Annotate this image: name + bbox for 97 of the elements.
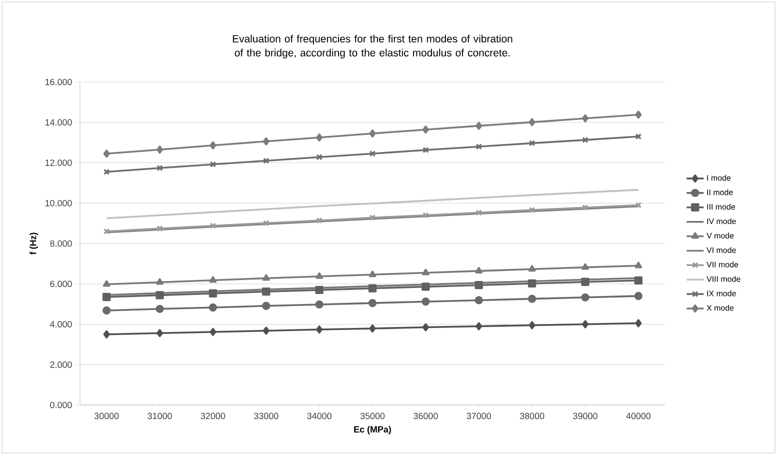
point bbox=[422, 126, 429, 134]
point bbox=[528, 140, 536, 146]
point bbox=[581, 278, 590, 286]
point bbox=[476, 322, 482, 330]
point bbox=[581, 293, 590, 302]
point bbox=[315, 286, 324, 294]
point bbox=[156, 291, 164, 300]
point bbox=[369, 324, 376, 333]
point bbox=[635, 319, 642, 328]
point bbox=[422, 212, 429, 218]
point bbox=[156, 146, 164, 154]
point bbox=[475, 266, 483, 274]
y-tick-label: 12.000 bbox=[45, 160, 72, 166]
y-tick-label: 14.000 bbox=[45, 119, 72, 126]
point bbox=[316, 272, 323, 279]
point bbox=[476, 209, 482, 216]
point bbox=[262, 274, 270, 281]
point bbox=[369, 214, 376, 221]
x-tick-label: 33000 bbox=[254, 412, 278, 420]
x-tick-label: 34000 bbox=[307, 412, 332, 420]
point bbox=[528, 279, 536, 288]
point bbox=[156, 164, 163, 172]
x-tick-label: 38000 bbox=[520, 412, 544, 420]
y-tick-label: 10.000 bbox=[45, 200, 72, 206]
point bbox=[102, 292, 111, 302]
line-series bbox=[106, 188, 640, 220]
y-tick-label: 8.000 bbox=[50, 240, 72, 247]
y-tick-label: 6.000 bbox=[50, 280, 72, 288]
point bbox=[528, 265, 536, 272]
x-tick-label: 30000 bbox=[94, 412, 119, 420]
point bbox=[156, 278, 164, 285]
point bbox=[102, 306, 111, 315]
point bbox=[476, 122, 482, 130]
point bbox=[582, 136, 588, 144]
point bbox=[422, 146, 429, 154]
point bbox=[528, 206, 536, 214]
point bbox=[262, 326, 270, 335]
point bbox=[316, 133, 323, 142]
y-tick-label: 16.000 bbox=[45, 78, 72, 86]
x-tick-label: 32000 bbox=[200, 412, 226, 420]
x-tick-label: 39000 bbox=[573, 412, 598, 420]
point bbox=[369, 129, 376, 138]
point bbox=[635, 110, 642, 119]
point bbox=[316, 154, 322, 160]
point bbox=[209, 276, 217, 283]
point bbox=[156, 304, 164, 313]
point bbox=[262, 158, 270, 164]
point bbox=[102, 280, 110, 287]
point bbox=[103, 150, 110, 158]
x-tick-label: 31000 bbox=[148, 412, 172, 420]
point bbox=[634, 292, 643, 300]
point bbox=[262, 220, 270, 226]
y-axis-title: f (Hz) bbox=[30, 232, 38, 255]
y-tick-label: 0.000 bbox=[50, 402, 72, 408]
point bbox=[474, 296, 483, 304]
point bbox=[476, 143, 482, 150]
point bbox=[528, 294, 536, 303]
x-tick-label: 37000 bbox=[466, 412, 491, 420]
point bbox=[262, 287, 270, 296]
point bbox=[422, 282, 430, 291]
point bbox=[368, 284, 377, 292]
point bbox=[103, 330, 110, 338]
point bbox=[156, 329, 164, 338]
x-axis-title: Ec (MPa) bbox=[354, 426, 391, 434]
point bbox=[368, 270, 376, 278]
point bbox=[368, 298, 377, 308]
point bbox=[316, 217, 322, 224]
point bbox=[210, 328, 216, 336]
point bbox=[210, 141, 216, 150]
point bbox=[582, 320, 589, 328]
point bbox=[422, 268, 430, 276]
point bbox=[262, 302, 270, 310]
point bbox=[369, 150, 376, 157]
point bbox=[316, 325, 323, 334]
chart-title: Evaluation of frequencies for the first ten modes of vibration of the bridge, according to the elastic modulus of concrete. bbox=[232, 34, 512, 58]
point bbox=[422, 323, 429, 332]
point bbox=[210, 161, 216, 168]
point bbox=[474, 281, 483, 290]
point bbox=[634, 276, 643, 285]
point bbox=[210, 222, 216, 229]
x-tick-label: 36000 bbox=[414, 412, 438, 420]
point bbox=[208, 303, 218, 312]
point bbox=[528, 118, 536, 126]
point bbox=[582, 204, 588, 211]
y-tick-label: 2.000 bbox=[50, 361, 72, 368]
point bbox=[262, 137, 270, 146]
y-tick-label: 4.000 bbox=[50, 321, 72, 328]
point bbox=[528, 321, 536, 330]
point bbox=[422, 298, 430, 306]
x-tick-label: 40000 bbox=[626, 412, 651, 420]
point bbox=[208, 289, 218, 298]
x-tick-label: 35000 bbox=[360, 412, 385, 420]
point bbox=[315, 300, 324, 309]
point bbox=[582, 263, 589, 270]
point bbox=[156, 225, 163, 232]
point bbox=[634, 262, 642, 268]
point bbox=[582, 114, 589, 122]
